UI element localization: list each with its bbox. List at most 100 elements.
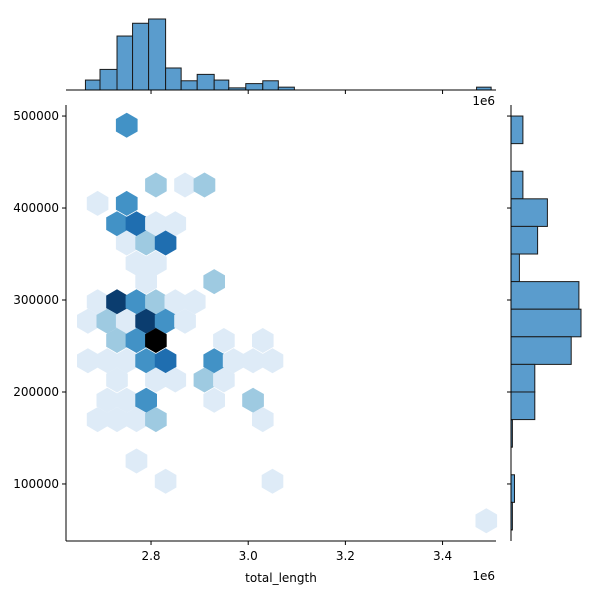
x-hist-bar-6 [180,80,198,91]
hexbin-0 [115,112,138,138]
hexbin-52 [242,387,264,413]
hexbin-34 [77,348,99,374]
hexbin-18 [106,289,128,315]
y-hist-bar-6 [510,308,582,338]
hexbin-23 [77,308,99,334]
hexbin-1 [145,172,167,198]
x-hist-bar-5 [165,67,182,91]
x-hist-bar-0 [84,79,101,91]
hexbin-8 [145,211,167,237]
hexbin-6 [106,211,128,237]
hexbin-26 [135,308,157,334]
hexbin-60 [261,468,284,494]
x-tick-label-2: 3.2 [336,549,355,563]
y-hist-bar-2 [510,198,548,227]
x-tick-label-3: 3.4 [433,549,452,563]
y-hist-bar-1 [510,170,524,200]
hexbin-41 [242,348,264,374]
hexbin-51 [203,387,225,413]
y-tick-label-0: 100000 [13,477,59,491]
hexbin-19 [125,289,148,315]
hexbin-42 [261,348,284,374]
y-axis-ticks: 100000 200000 300000 400000 500000 [13,109,66,491]
x-marginal-histogram [84,18,492,91]
hexbin-38 [154,348,177,374]
x-hist-bar-2 [116,35,134,91]
y-hist-bar-3 [510,225,539,255]
y-tick-label-2: 300000 [13,293,59,307]
hexbin-28 [174,308,196,334]
hexbin-21 [164,289,187,315]
hexbin-15 [135,269,157,295]
hexbin-35 [96,348,119,374]
x-hist-bar-11 [262,80,279,91]
hexbin-2 [174,172,196,198]
hexbin-5 [115,190,138,216]
hexbin-22 [183,289,206,315]
x-hist-bar-8 [213,79,230,91]
x-hist-bar-1 [99,68,118,91]
hexbin-11 [135,230,157,256]
hexbin-12 [154,230,177,256]
hexbin-29 [106,328,128,353]
hexbin-plot [77,112,498,534]
x-tick-label-0: 2.8 [141,549,160,563]
hexbin-43 [106,367,128,393]
y-tick-label-3: 400000 [13,201,59,215]
hexbin-10 [115,230,138,256]
hexbin-54 [106,407,128,433]
hexbin-16 [203,269,225,295]
hexbin-32 [213,328,235,353]
hexbin-31 [145,328,167,353]
hexbin-37 [135,348,157,374]
y-hist-bar-4 [510,253,520,283]
x-hist-bar-10 [245,83,264,91]
hexbin-20 [145,289,167,315]
hexbin-55 [125,407,148,433]
hexbin-61 [475,508,498,534]
x-tick-label-1: 3.0 [239,549,258,563]
hexbin-7 [125,211,148,237]
x-axis-label: total_length [245,571,317,585]
hexbin-46 [193,367,216,393]
x-axis-ticks: 2.8 3.0 3.2 3.4 [141,541,452,563]
hexbin-36 [115,348,138,374]
hexbin-30 [125,328,148,353]
y-tick-label-1: 200000 [13,385,59,399]
y-hist-bar-11 [510,474,515,503]
y-hist-bar-5 [510,281,580,310]
right-hist-ticks [507,115,511,485]
y-hist-bar-8 [510,363,536,393]
y-hist-bar-7 [510,336,572,365]
x-hist-bar-7 [196,73,215,91]
hexbin-59 [154,468,177,494]
hexbin-14 [145,250,167,276]
hexbin-53 [86,407,109,433]
hexbin-9 [164,211,187,237]
y-marginal-histogram [510,115,582,531]
hexbin-3 [193,172,216,198]
hexbin-17 [86,289,109,315]
hexbin-39 [203,348,225,374]
hexbin-56 [145,407,167,433]
y-hist-bar-0 [510,115,524,145]
top-x-offset-label: 1e6 [472,94,495,108]
x-hist-bar-4 [148,18,167,91]
y-tick-label-4: 500000 [13,109,59,123]
hexbin-50 [135,387,157,413]
hexbin-48 [96,387,119,413]
hexbin-57 [252,407,274,433]
top-hist-ticks [150,90,444,94]
hexbin-44 [145,367,167,393]
hexbin-45 [164,367,187,393]
hexbin-47 [213,367,235,393]
y-hist-bar-9 [510,391,536,421]
hexbin-49 [115,387,138,413]
hexbin-40 [222,348,245,374]
hexbin-25 [115,308,138,334]
x-hist-bar-3 [132,22,150,91]
hexbin-58 [125,448,148,474]
hexbin-4 [86,190,109,216]
hexbin-24 [96,308,119,334]
